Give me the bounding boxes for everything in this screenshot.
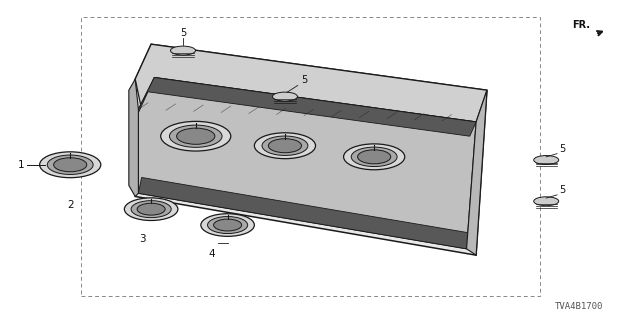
Ellipse shape [124, 198, 178, 220]
Ellipse shape [201, 214, 254, 236]
Text: 4: 4 [208, 250, 215, 260]
Polygon shape [138, 178, 470, 249]
Ellipse shape [273, 92, 298, 101]
Polygon shape [138, 77, 476, 249]
Ellipse shape [344, 144, 404, 170]
Ellipse shape [262, 136, 308, 156]
Text: 1: 1 [18, 160, 24, 170]
Ellipse shape [207, 217, 248, 234]
Ellipse shape [268, 139, 301, 153]
Ellipse shape [54, 158, 87, 172]
Text: FR.: FR. [572, 20, 589, 30]
Text: 5: 5 [559, 144, 565, 154]
Ellipse shape [47, 155, 93, 174]
Text: TVA4B1700: TVA4B1700 [555, 302, 604, 311]
Ellipse shape [534, 156, 559, 164]
Text: 3: 3 [140, 234, 146, 244]
Ellipse shape [254, 133, 316, 159]
Ellipse shape [534, 197, 559, 206]
Ellipse shape [170, 125, 222, 147]
Ellipse shape [358, 150, 391, 164]
Polygon shape [135, 44, 487, 255]
Polygon shape [467, 90, 487, 255]
Ellipse shape [131, 201, 172, 218]
Text: 2: 2 [67, 200, 74, 210]
Polygon shape [134, 77, 476, 136]
Text: 5: 5 [559, 185, 565, 195]
Ellipse shape [177, 128, 215, 144]
Text: 5: 5 [180, 28, 186, 38]
Polygon shape [135, 44, 487, 122]
Ellipse shape [351, 147, 397, 166]
Polygon shape [129, 79, 138, 196]
Ellipse shape [214, 219, 242, 231]
Ellipse shape [161, 121, 231, 151]
Ellipse shape [40, 152, 100, 178]
Bar [81, 17, 540, 296]
Text: 5: 5 [301, 76, 307, 85]
Ellipse shape [137, 203, 165, 215]
Ellipse shape [170, 46, 195, 55]
